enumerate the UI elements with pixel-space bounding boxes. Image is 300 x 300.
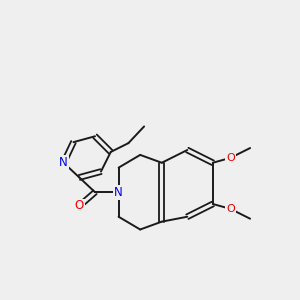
Text: O: O	[226, 153, 235, 163]
Text: O: O	[226, 204, 235, 214]
Text: N: N	[114, 186, 123, 199]
Text: N: N	[59, 156, 68, 169]
Text: O: O	[75, 200, 84, 212]
